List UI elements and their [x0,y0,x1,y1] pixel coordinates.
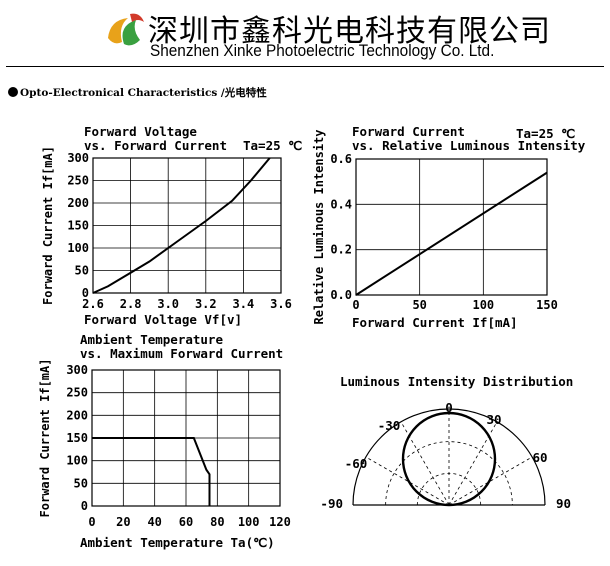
fv-ytick-label: 100 [67,241,89,255]
at-title-line: Ambient Temperature [80,332,223,347]
fv-y-axis-label: Forward Current If[mA] [41,146,55,305]
fv-xtick-label: 3.0 [157,297,179,311]
rl-y-axis-label: Relative Luminous Intensity [312,129,326,324]
rl-xtick-label: 0 [352,298,359,312]
fv-title-line: vs. Forward Current [84,138,227,153]
rl-xtick-label: 100 [472,298,494,312]
fv-xtick-label: 3.6 [270,297,292,311]
rl-xtick-label: 150 [536,298,558,312]
at-ytick-label: 250 [66,386,88,400]
at-x-axis-label: Ambient Temperature Ta(℃) [80,535,275,550]
fv-ytick-label: 300 [67,151,89,165]
at-ytick-label: 50 [74,476,88,490]
ld-grid-arc [385,441,513,506]
at-ytick-label: 300 [66,363,88,377]
rl-ytick-label: 0.2 [330,243,352,257]
ld-grid-ray [400,421,450,506]
rl-ytick-label: 0.4 [330,197,352,211]
fv-xtick-label: 3.2 [195,297,217,311]
fv-xtick-label: 3.4 [233,297,255,311]
fv-xtick-label: 2.8 [120,297,142,311]
at-xtick-label: 80 [210,515,224,529]
rl-series-line [355,171,548,296]
rl-ytick-label: 0.0 [330,288,352,302]
at-xtick-label: 120 [269,515,291,529]
ld-angle-label: 60 [532,450,547,465]
ld-grid-ray [448,421,498,506]
at-ytick-label: 150 [66,431,88,445]
fv-ytick-label: 0 [82,286,89,300]
ld-angle-label: 90 [556,496,571,511]
section-title: Opto-Electronical Characteristics /光电特性 [8,85,267,100]
fv-ytick-label: 150 [67,219,89,233]
fv-x-axis-label: Forward Voltage Vf[v] [84,312,242,327]
fv-ytick-label: 200 [67,196,89,210]
ld-pattern-curve [401,411,497,507]
rl-condition: Ta=25 ℃ [516,126,575,141]
ld-angle-label: -60 [345,456,368,471]
rl-x-axis-label: Forward Current If[mA] [352,315,518,330]
ld-angle-label: 30 [486,412,501,427]
rl-xtick-label: 50 [412,298,426,312]
at-title-line: vs. Maximum Forward Current [80,346,283,361]
ld-angle-label: -90 [320,496,343,511]
at-xtick-label: 20 [116,515,130,529]
company-name-cn: 深圳市鑫科光电科技有限公司 [148,14,551,49]
at-ytick-label: 0 [81,499,88,513]
company-logo [108,13,144,46]
at-y-axis-label: Forward Current If[mA] [38,359,52,518]
at-ytick-label: 200 [66,408,88,422]
at-ytick-label: 100 [66,454,88,468]
at-xtick-label: 100 [238,515,260,529]
fv-condition: Ta=25 ℃ [243,138,302,153]
at-xtick-label: 40 [147,515,161,529]
ld-title: Luminous Intensity Distribution [340,374,573,389]
fv-ytick-label: 50 [75,264,89,278]
header-divider [6,66,604,67]
rl-title-line: Forward Current [352,124,465,139]
ld-angle-label: -30 [378,418,401,433]
at-xtick-label: 60 [179,515,193,529]
fv-ytick-label: 250 [67,174,89,188]
rl-title-line: vs. Relative Luminous Intensity [352,138,586,153]
fv-title-line: Forward Voltage [84,124,197,139]
rl-ytick-label: 0.6 [330,152,352,166]
rl-plot-frame [355,158,548,296]
section-title-text: Opto-Electronical Characteristics /光电特性 [20,87,267,99]
bullet-icon [8,87,18,97]
ld-angle-label: 0 [445,400,453,415]
company-name-en: Shenzhen Xinke Photoelectric Technology … [150,42,495,60]
at-xtick-label: 0 [88,515,95,529]
at-series-line [92,437,211,506]
fv-xtick-label: 2.6 [82,297,104,311]
ld-outer-arc [352,408,546,506]
